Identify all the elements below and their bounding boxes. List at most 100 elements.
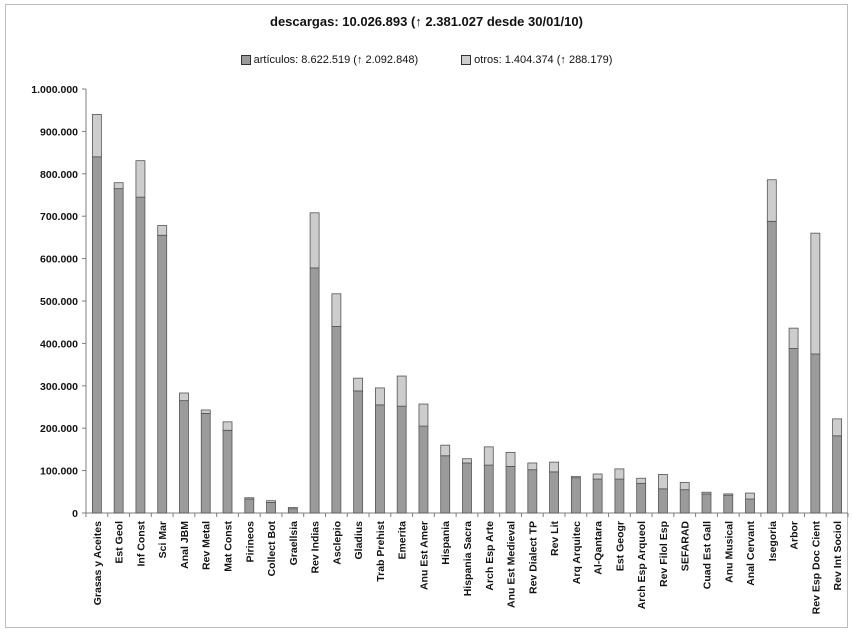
bar-otros xyxy=(462,458,472,464)
bar-otros xyxy=(832,418,843,437)
x-tick-label: Anu Est Amer xyxy=(418,521,430,590)
chart-frame xyxy=(5,4,848,628)
legend-label-articulos: artículos: 8.622.519 (↑ 2.092.848) xyxy=(253,54,419,66)
legend-swatch-otros xyxy=(461,55,472,65)
x-tick-label: Isegoria xyxy=(767,521,779,561)
x-tick-label: Anu Est Medieval xyxy=(506,521,518,608)
bar-otros xyxy=(396,375,407,407)
bar-otros xyxy=(505,451,516,467)
y-tick-label: 200.000 xyxy=(40,423,78,435)
bar-otros xyxy=(91,114,102,158)
y-tick-label: 0 xyxy=(72,508,78,520)
x-tick-label: Rev Dialect TP xyxy=(527,521,539,594)
x-tick-label: Rev Esp Doc Cient xyxy=(810,520,822,614)
bar-articulos xyxy=(244,498,255,514)
bar-articulos xyxy=(418,425,429,514)
y-tick-label: 900.000 xyxy=(40,126,78,138)
x-tick-label: Asclepio xyxy=(331,521,343,565)
bar-articulos xyxy=(200,412,211,514)
bar-articulos xyxy=(766,220,777,514)
bar-otros xyxy=(135,160,146,198)
x-tick-label: Grasas y Aceites xyxy=(92,521,104,605)
bar-otros xyxy=(483,446,494,466)
x-tick-label: Emerita xyxy=(397,521,409,560)
bar-otros xyxy=(570,476,581,479)
bar-articulos xyxy=(266,501,276,514)
x-tick-label: Arbor xyxy=(789,521,801,550)
x-tick-label: Hispania Sacra xyxy=(462,521,474,596)
bar-articulos xyxy=(832,435,843,514)
bar-articulos xyxy=(723,494,734,514)
x-tick-label: Rev Int Sociol xyxy=(832,521,844,591)
x-tick-label: Anu Musical xyxy=(723,521,735,583)
bar-articulos xyxy=(788,348,799,514)
x-tick-label: Est Geol xyxy=(114,521,126,564)
x-tick-label: Arq Arquitec xyxy=(571,521,583,584)
bar-articulos xyxy=(505,465,516,514)
y-tick-label: 700.000 xyxy=(40,211,78,223)
bar-otros xyxy=(549,461,559,473)
bar-otros xyxy=(222,421,233,431)
x-tick-label: Rev Indias xyxy=(310,521,322,574)
bar-otros xyxy=(810,232,821,355)
bar-articulos xyxy=(701,493,712,514)
x-tick-label: Mat Const xyxy=(223,521,235,572)
bar-articulos xyxy=(679,489,690,514)
bar-otros xyxy=(788,327,799,349)
bar-articulos xyxy=(287,508,298,514)
bar-otros xyxy=(113,182,124,190)
bar-otros xyxy=(244,497,255,500)
bar-articulos xyxy=(179,400,189,514)
chart-title: descargas: 10.026.893 (↑ 2.381.027 desde… xyxy=(270,14,583,29)
bar-otros xyxy=(309,212,320,269)
bar-otros xyxy=(266,500,276,503)
bar-articulos xyxy=(462,462,472,514)
x-tick-label: Arch Esp Arte xyxy=(484,521,496,591)
bar-otros xyxy=(353,377,364,392)
x-tick-label: Anal JBM xyxy=(179,521,191,569)
bar-articulos xyxy=(135,196,146,514)
legend-item-otros: otros: 1.404.374 (↑ 288.179) xyxy=(461,54,612,66)
bar-otros xyxy=(766,179,777,222)
bar-articulos xyxy=(527,469,538,514)
x-tick-label: Inf Const xyxy=(135,521,147,567)
bar-articulos xyxy=(549,471,559,514)
x-tick-label: Hispania xyxy=(440,521,452,565)
y-tick-label: 400.000 xyxy=(40,338,78,350)
bar-articulos xyxy=(309,267,320,514)
bar-otros xyxy=(658,474,668,490)
bar-articulos xyxy=(745,498,755,514)
legend-swatch-articulos xyxy=(240,55,251,65)
bar-otros xyxy=(287,507,298,510)
bar-otros xyxy=(418,403,429,427)
x-tick-label: Rev Metal xyxy=(201,521,213,570)
bar-otros xyxy=(440,444,451,457)
y-tick-label: 1.000.000 xyxy=(31,84,78,96)
bar-otros xyxy=(679,482,690,491)
x-tick-label: Est Geogr xyxy=(614,521,626,571)
bar-articulos xyxy=(91,156,102,514)
y-tick-label: 500.000 xyxy=(40,296,78,308)
bar-articulos xyxy=(396,405,407,514)
x-tick-label: Anal Cervant xyxy=(745,521,757,586)
x-tick-label: Rev Lit xyxy=(549,521,561,557)
bar-articulos xyxy=(570,477,581,514)
y-tick-label: 100.000 xyxy=(40,466,78,478)
x-tick-label: Al-Qantara xyxy=(593,521,605,575)
bar-articulos xyxy=(331,326,342,514)
bar-otros xyxy=(614,468,625,480)
bar-articulos xyxy=(222,429,233,514)
bar-articulos xyxy=(483,464,494,514)
x-tick-label: Sci Mar xyxy=(157,521,169,558)
legend: artículos: 8.622.519 (↑ 2.092.848) otros… xyxy=(0,54,853,68)
bar-articulos xyxy=(810,353,821,514)
legend-label-otros: otros: 1.404.374 (↑ 288.179) xyxy=(474,54,613,66)
bar-articulos xyxy=(113,188,124,514)
bar-otros xyxy=(723,493,734,496)
x-tick-label: Cuad Est Gall xyxy=(701,521,713,589)
bar-otros xyxy=(745,492,755,500)
bar-otros xyxy=(179,392,189,402)
x-tick-label: Rev Filol Esp xyxy=(658,521,670,587)
bar-articulos xyxy=(353,390,364,514)
